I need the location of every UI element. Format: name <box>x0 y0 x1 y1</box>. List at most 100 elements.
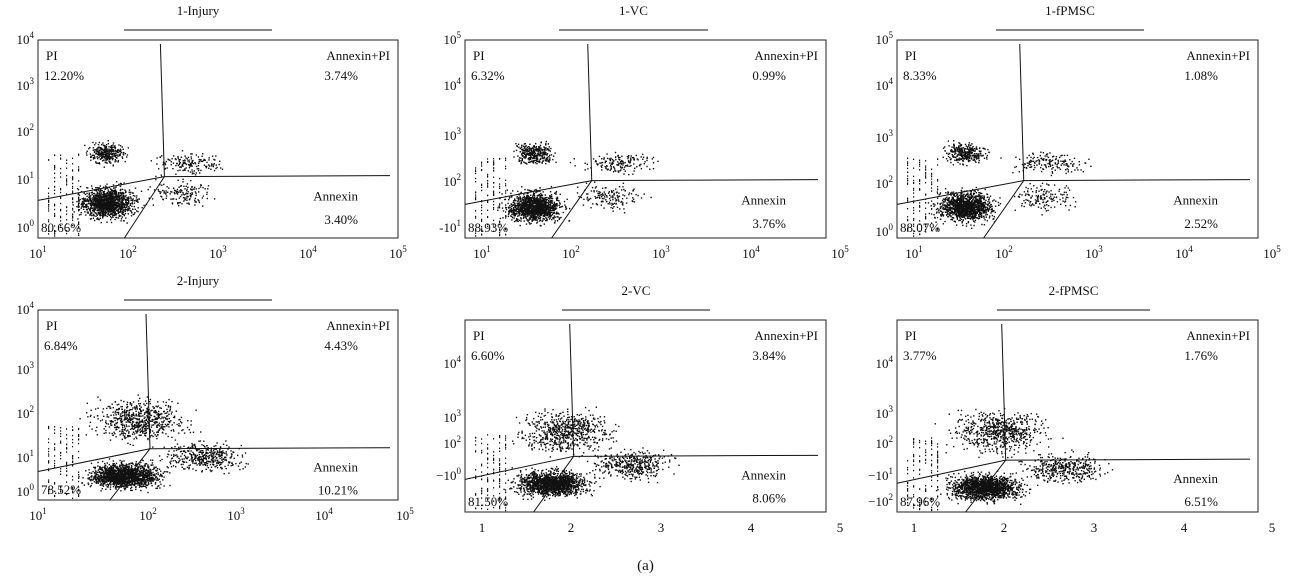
plot-frame <box>896 319 1259 513</box>
y-tick-label: 102 <box>876 434 894 451</box>
y-tick-label: 105 <box>17 0 35 3</box>
y-tick-label: 104 <box>444 76 462 93</box>
panel-6: 2-fPMSC PI 3.77% Annexin+PI 1.76% Annexin 6.51… <box>868 283 1275 535</box>
gate-left <box>37 176 165 201</box>
quadrant-label-annexin-pi: Annexin+PI <box>754 328 818 343</box>
quadrant-label-annexin-pi: Annexin+PI <box>326 48 390 63</box>
panel-3: 1-fPMSC PI 8.33% Annexin+PI 1.08% Annexin 2.52… <box>876 3 1282 261</box>
x-tick-label: 101 <box>473 244 491 261</box>
x-tick-label: 102 <box>562 244 580 261</box>
quadrant-value-annexin: 3.40% <box>324 212 358 227</box>
x-tick-label: 5 <box>837 520 844 535</box>
y-tick-label: 103 <box>876 128 894 145</box>
gate-horizontal <box>1005 458 1251 461</box>
quadrant-value-annexin: 2.52% <box>1184 216 1218 231</box>
x-tick-label: 102 <box>119 244 137 261</box>
quadrant-value-live: 88.93% <box>468 220 508 235</box>
gate-horizontal <box>164 175 391 178</box>
y-tick-label: 102 <box>17 404 35 421</box>
y-tick-label: 104 <box>876 76 894 93</box>
y-tick-label: 102 <box>17 122 35 139</box>
x-tick-label: 4 <box>748 520 755 535</box>
gate-vertical <box>1001 323 1007 461</box>
panel-title: 2-fPMSC <box>1049 283 1099 298</box>
quadrant-value-annexin: 6.51% <box>1184 494 1218 509</box>
quadrant-value-pi: 6.60% <box>471 348 505 363</box>
y-tick-label: -101 <box>439 218 461 235</box>
x-tick-label: 1 <box>479 520 486 535</box>
quadrant-value-annexin-pi: 3.74% <box>324 68 358 83</box>
quadrant-value-annexin-pi: 4.43% <box>324 338 358 353</box>
x-tick-label: 101 <box>905 244 923 261</box>
plot-frame <box>896 39 1259 239</box>
gate-horizontal <box>149 447 391 450</box>
quadrant-label-annexin-pi: Annexin+PI <box>754 48 818 63</box>
quadrant-label-pi: PI <box>473 48 485 63</box>
x-tick-label: 105 <box>396 506 414 523</box>
y-tick-label: −102 <box>868 492 893 509</box>
y-tick-label: 102 <box>876 174 894 191</box>
gate-horizontal <box>1023 179 1251 182</box>
quadrant-value-live: 78.52% <box>41 482 81 497</box>
y-tick-label: 104 <box>17 300 35 317</box>
gate-diagonal <box>109 448 151 501</box>
y-tick-label: 103 <box>876 404 894 421</box>
panel-title: 1-fPMSC <box>1045 3 1095 18</box>
gate-left <box>464 180 592 205</box>
gate-vertical <box>569 323 575 457</box>
panel-1: 1-Injury PI 12.20% Annexin+PI 3.74% Annexin 3.… <box>17 0 408 261</box>
y-tick-label: 100 <box>17 218 35 235</box>
quadrant-value-pi: 6.32% <box>471 68 505 83</box>
event-points <box>907 407 1114 512</box>
figure-caption: (a) <box>637 558 654 574</box>
y-tick-label: −100 <box>436 466 461 483</box>
y-tick-label: 105 <box>444 30 462 47</box>
x-tick-label: 5 <box>1269 520 1276 535</box>
y-tick-label: 101 <box>17 170 35 187</box>
x-tick-label: 1 <box>911 520 918 535</box>
quadrant-value-live: 81.50% <box>468 494 508 509</box>
y-tick-label: 103 <box>17 76 35 93</box>
x-tick-label: 104 <box>1175 244 1193 261</box>
y-tick-label: 102 <box>444 434 462 451</box>
quadrant-value-pi: 3.77% <box>903 348 937 363</box>
gate-left <box>896 180 1024 205</box>
quadrant-label-pi: PI <box>473 328 485 343</box>
x-tick-label: 102 <box>995 244 1013 261</box>
x-tick-label: 105 <box>389 244 407 261</box>
quadrant-value-annexin: 3.76% <box>752 216 786 231</box>
gate-vertical <box>1019 43 1025 181</box>
x-tick-label: 104 <box>315 506 333 523</box>
quadrant-label-pi: PI <box>905 328 917 343</box>
x-tick-label: 3 <box>1091 520 1098 535</box>
quadrant-label-pi: PI <box>46 318 58 333</box>
quadrant-value-annexin-pi: 1.76% <box>1184 348 1218 363</box>
quadrant-label-annexin: Annexin <box>1173 192 1218 207</box>
event-points <box>475 140 659 237</box>
x-tick-label: 101 <box>29 506 47 523</box>
quadrant-value-annexin-pi: 1.08% <box>1184 68 1218 83</box>
gate-left <box>464 455 574 480</box>
x-tick-label: 2 <box>568 520 575 535</box>
y-tick-label: 103 <box>444 126 462 143</box>
panel-4: 2-Injury PI 6.84% Annexin+PI 4.43% Annexin 10.… <box>17 0 415 523</box>
gate-vertical <box>159 43 165 177</box>
quadrant-label-annexin-pi: Annexin+PI <box>1186 328 1250 343</box>
plot-frame <box>37 309 399 501</box>
gate-diagonal <box>551 180 593 239</box>
quadrant-value-live: 80.66% <box>41 220 81 235</box>
x-tick-label: 105 <box>1263 244 1281 261</box>
plot-frame <box>464 39 827 239</box>
gate-diagonal <box>965 459 1007 513</box>
y-tick-label: 103 <box>444 408 462 425</box>
quadrant-value-live: 87.96% <box>900 494 940 509</box>
quadrant-value-pi: 6.84% <box>44 338 78 353</box>
y-tick-label: 101 <box>17 448 35 465</box>
gate-vertical <box>145 313 151 449</box>
quadrant-label-annexin: Annexin <box>313 460 358 475</box>
y-tick-label: 104 <box>17 30 35 47</box>
y-tick-label: 104 <box>876 354 894 371</box>
quadrant-label-pi: PI <box>46 48 58 63</box>
gate-diagonal <box>533 456 575 513</box>
plot-frame <box>464 319 827 513</box>
